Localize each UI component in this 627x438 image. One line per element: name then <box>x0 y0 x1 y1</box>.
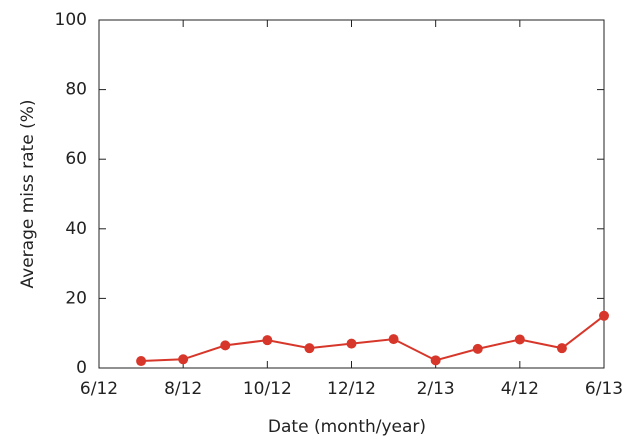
data-point <box>514 334 525 345</box>
y-tick-label: 20 <box>65 288 87 308</box>
plot-frame <box>98 19 605 369</box>
x-tick-label: 4/12 <box>501 379 539 399</box>
data-point <box>220 340 231 351</box>
y-axis-label: Average miss rate (%) <box>18 100 38 289</box>
y-tick-label: 100 <box>55 10 87 30</box>
x-tick-label: 2/13 <box>417 379 455 399</box>
x-tick-label: 10/12 <box>243 379 292 399</box>
data-point <box>388 334 399 345</box>
x-tick-label: 6/12 <box>80 379 118 399</box>
x-tick-label: 8/12 <box>164 379 202 399</box>
x-axis-label: Date (month/year) <box>268 417 426 437</box>
y-tick-label: 80 <box>65 80 87 100</box>
data-point <box>136 356 147 367</box>
data-point <box>472 343 483 354</box>
x-tick-label: 12/12 <box>327 379 376 399</box>
data-line <box>141 315 605 363</box>
x-tick-label: 6/13 <box>585 379 623 399</box>
data-point <box>346 338 357 349</box>
y-tick-label: 60 <box>65 149 87 169</box>
data-point <box>262 335 273 346</box>
data-point <box>430 355 441 366</box>
data-point <box>556 343 567 354</box>
data-point <box>304 343 315 354</box>
y-tick-label: 0 <box>76 358 87 378</box>
y-tick-label: 40 <box>65 219 87 239</box>
data-point <box>178 354 189 365</box>
data-point <box>599 310 609 321</box>
